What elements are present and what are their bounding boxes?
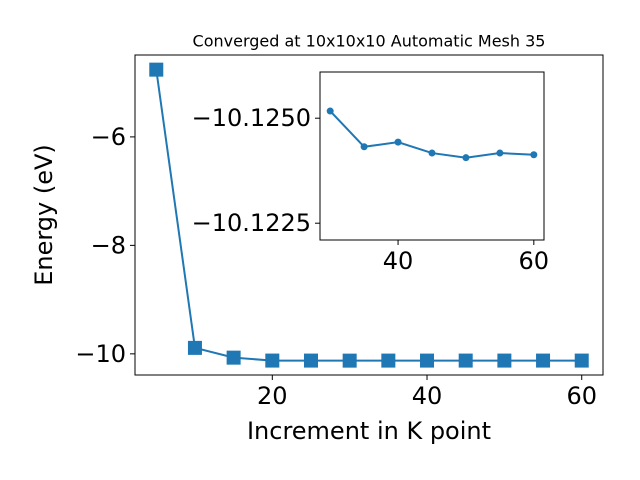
- x-tick-label: 40: [412, 382, 443, 410]
- x-tick-label: 20: [257, 382, 288, 410]
- data-point: [149, 62, 164, 77]
- axes-frame: [319, 71, 545, 241]
- data-point: [265, 353, 280, 368]
- data-point: [420, 353, 435, 368]
- data-point: [303, 353, 318, 368]
- y-tick-label: −10.1225: [192, 209, 311, 237]
- data-point: [428, 149, 436, 157]
- y-tick-label: −10.1250: [192, 104, 311, 132]
- data-point: [394, 138, 402, 146]
- data-point: [574, 353, 589, 368]
- data-point: [326, 107, 334, 115]
- x-tick-label: 40: [383, 247, 414, 275]
- data-point: [458, 353, 473, 368]
- data-point: [536, 353, 551, 368]
- chart-title: Converged at 10x10x10 Automatic Mesh 35: [193, 32, 546, 51]
- x-tick-label: 60: [566, 382, 597, 410]
- y-tick-label: −10: [75, 340, 126, 368]
- data-point: [187, 340, 202, 355]
- data-point: [462, 154, 470, 162]
- x-axis-label: Increment in K point: [247, 417, 491, 445]
- x-tick-label: 60: [519, 247, 550, 275]
- y-tick-label: −8: [91, 231, 126, 259]
- data-point: [496, 149, 504, 157]
- data-point: [342, 353, 357, 368]
- axes-frame: [134, 54, 604, 376]
- data-point: [226, 350, 241, 365]
- data-point: [497, 353, 512, 368]
- data-point: [381, 353, 396, 368]
- data-point: [530, 151, 538, 159]
- y-tick-label: −6: [91, 123, 126, 151]
- y-axis-label: Energy (eV): [30, 144, 58, 286]
- data-point: [360, 143, 368, 151]
